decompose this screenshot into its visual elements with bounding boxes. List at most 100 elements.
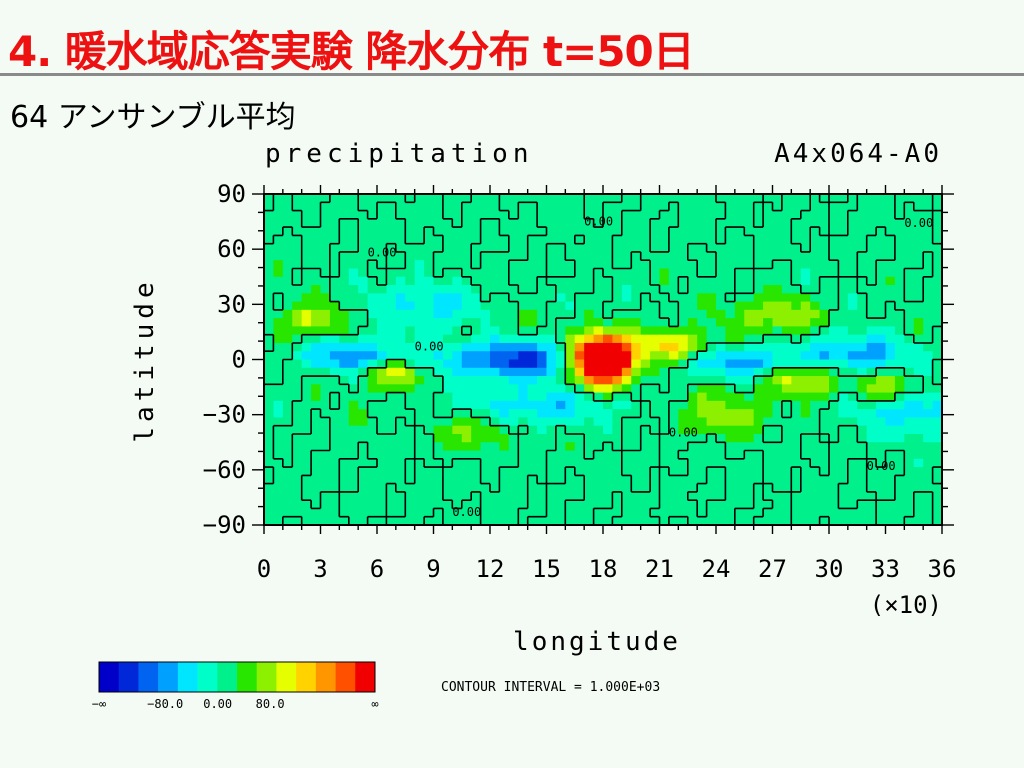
heatmap-cell [311, 293, 321, 302]
heatmap-cell [480, 367, 491, 377]
heatmap-cell [640, 376, 651, 385]
heatmap-cell [744, 260, 755, 269]
heatmap-cell [480, 442, 491, 451]
heatmap-cell [442, 342, 453, 352]
heatmap-cell [480, 500, 491, 509]
heatmap-cell [518, 425, 529, 435]
heatmap-cell [518, 334, 529, 344]
heatmap-cell [320, 318, 331, 327]
heatmap-cell [687, 367, 698, 377]
heatmap-cell [329, 500, 340, 509]
heatmap-cell [395, 376, 406, 385]
heatmap-cell [282, 442, 293, 451]
heatmap-cell [744, 400, 755, 410]
heatmap-cell [584, 235, 594, 245]
heatmap-cell [734, 392, 745, 402]
heatmap-cell [923, 309, 933, 319]
heatmap-cell [772, 202, 783, 211]
heatmap-cell [574, 260, 585, 269]
heatmap-cell [329, 210, 340, 220]
heatmap-cell [829, 194, 839, 203]
heatmap-cell [508, 243, 519, 253]
heatmap-cell [414, 276, 425, 286]
heatmap-cell [527, 210, 538, 220]
heatmap-cell [678, 218, 689, 228]
heatmap-cell [518, 326, 529, 336]
heatmap-cell [329, 508, 340, 518]
heatmap-cell [273, 516, 284, 526]
heatmap-cell [414, 251, 425, 261]
heatmap-cell [433, 425, 444, 435]
heatmap-cell [631, 276, 642, 286]
heatmap-cell [584, 243, 594, 253]
heatmap-cell [320, 384, 331, 394]
heatmap-cell [678, 318, 689, 327]
heatmap-cell [932, 342, 943, 352]
heatmap-cell [913, 516, 924, 526]
heatmap-cell [725, 392, 736, 402]
heatmap-cell [282, 285, 293, 294]
heatmap-cell [311, 202, 321, 211]
heatmap-cell [876, 243, 886, 253]
heatmap-cell [640, 202, 651, 211]
heatmap-cell [819, 483, 830, 493]
heatmap-cell [913, 392, 924, 402]
heatmap-cell [537, 392, 547, 402]
heatmap-cell [301, 442, 312, 451]
heatmap-cell [386, 516, 397, 526]
heatmap-cell [367, 268, 378, 278]
heatmap-cell [546, 334, 557, 344]
heatmap-cell [480, 359, 491, 369]
heatmap-cell [490, 293, 500, 302]
heatmap-cell [650, 442, 660, 451]
heatmap-cell [734, 309, 745, 319]
heatmap-cell [377, 392, 387, 402]
heatmap-cell [932, 326, 943, 336]
heatmap-cell [358, 342, 368, 352]
heatmap-cell [358, 218, 368, 228]
heatmap-cell [744, 425, 755, 435]
heatmap-cell [838, 293, 849, 302]
heatmap-cell [584, 425, 594, 435]
heatmap-cell [527, 516, 538, 526]
heatmap-cell [471, 409, 481, 418]
heatmap-cell [913, 309, 924, 319]
heatmap-cell [593, 202, 604, 211]
heatmap-cell [603, 260, 613, 269]
heatmap-cell [292, 251, 303, 261]
heatmap-cell [725, 260, 736, 269]
heatmap-cell [348, 251, 359, 261]
heatmap-cell [706, 376, 717, 385]
heatmap-cell [923, 251, 933, 261]
heatmap-cell [329, 227, 340, 236]
heatmap-cell [659, 483, 670, 493]
heatmap-cell [358, 202, 368, 211]
heatmap-cell [386, 417, 397, 427]
heatmap-cell [772, 351, 783, 360]
heatmap-cell [716, 400, 726, 410]
heatmap-cell [273, 425, 284, 435]
heatmap-cell [734, 384, 745, 394]
heatmap-cell [461, 491, 472, 501]
heatmap-cell [847, 202, 858, 211]
heatmap-cell [678, 326, 689, 336]
heatmap-cell [668, 442, 679, 451]
heatmap-cell [612, 425, 623, 435]
heatmap-cell [508, 442, 519, 451]
heatmap-cell [377, 202, 387, 211]
heatmap-cell [527, 285, 538, 294]
heatmap-cell [829, 268, 839, 278]
heatmap-cell [838, 450, 849, 460]
heatmap-cell [499, 458, 510, 468]
heatmap-cell [631, 268, 642, 278]
heatmap-cell [320, 359, 331, 369]
heatmap-cell [838, 475, 849, 485]
heatmap-cell [311, 285, 321, 294]
heatmap-cell [452, 384, 463, 394]
heatmap-cell [810, 227, 820, 236]
heatmap-cell [518, 260, 529, 269]
heatmap-cell [678, 458, 689, 468]
heatmap-cell [311, 326, 321, 336]
heatmap-cell [339, 194, 350, 203]
heatmap-cell [292, 359, 303, 369]
